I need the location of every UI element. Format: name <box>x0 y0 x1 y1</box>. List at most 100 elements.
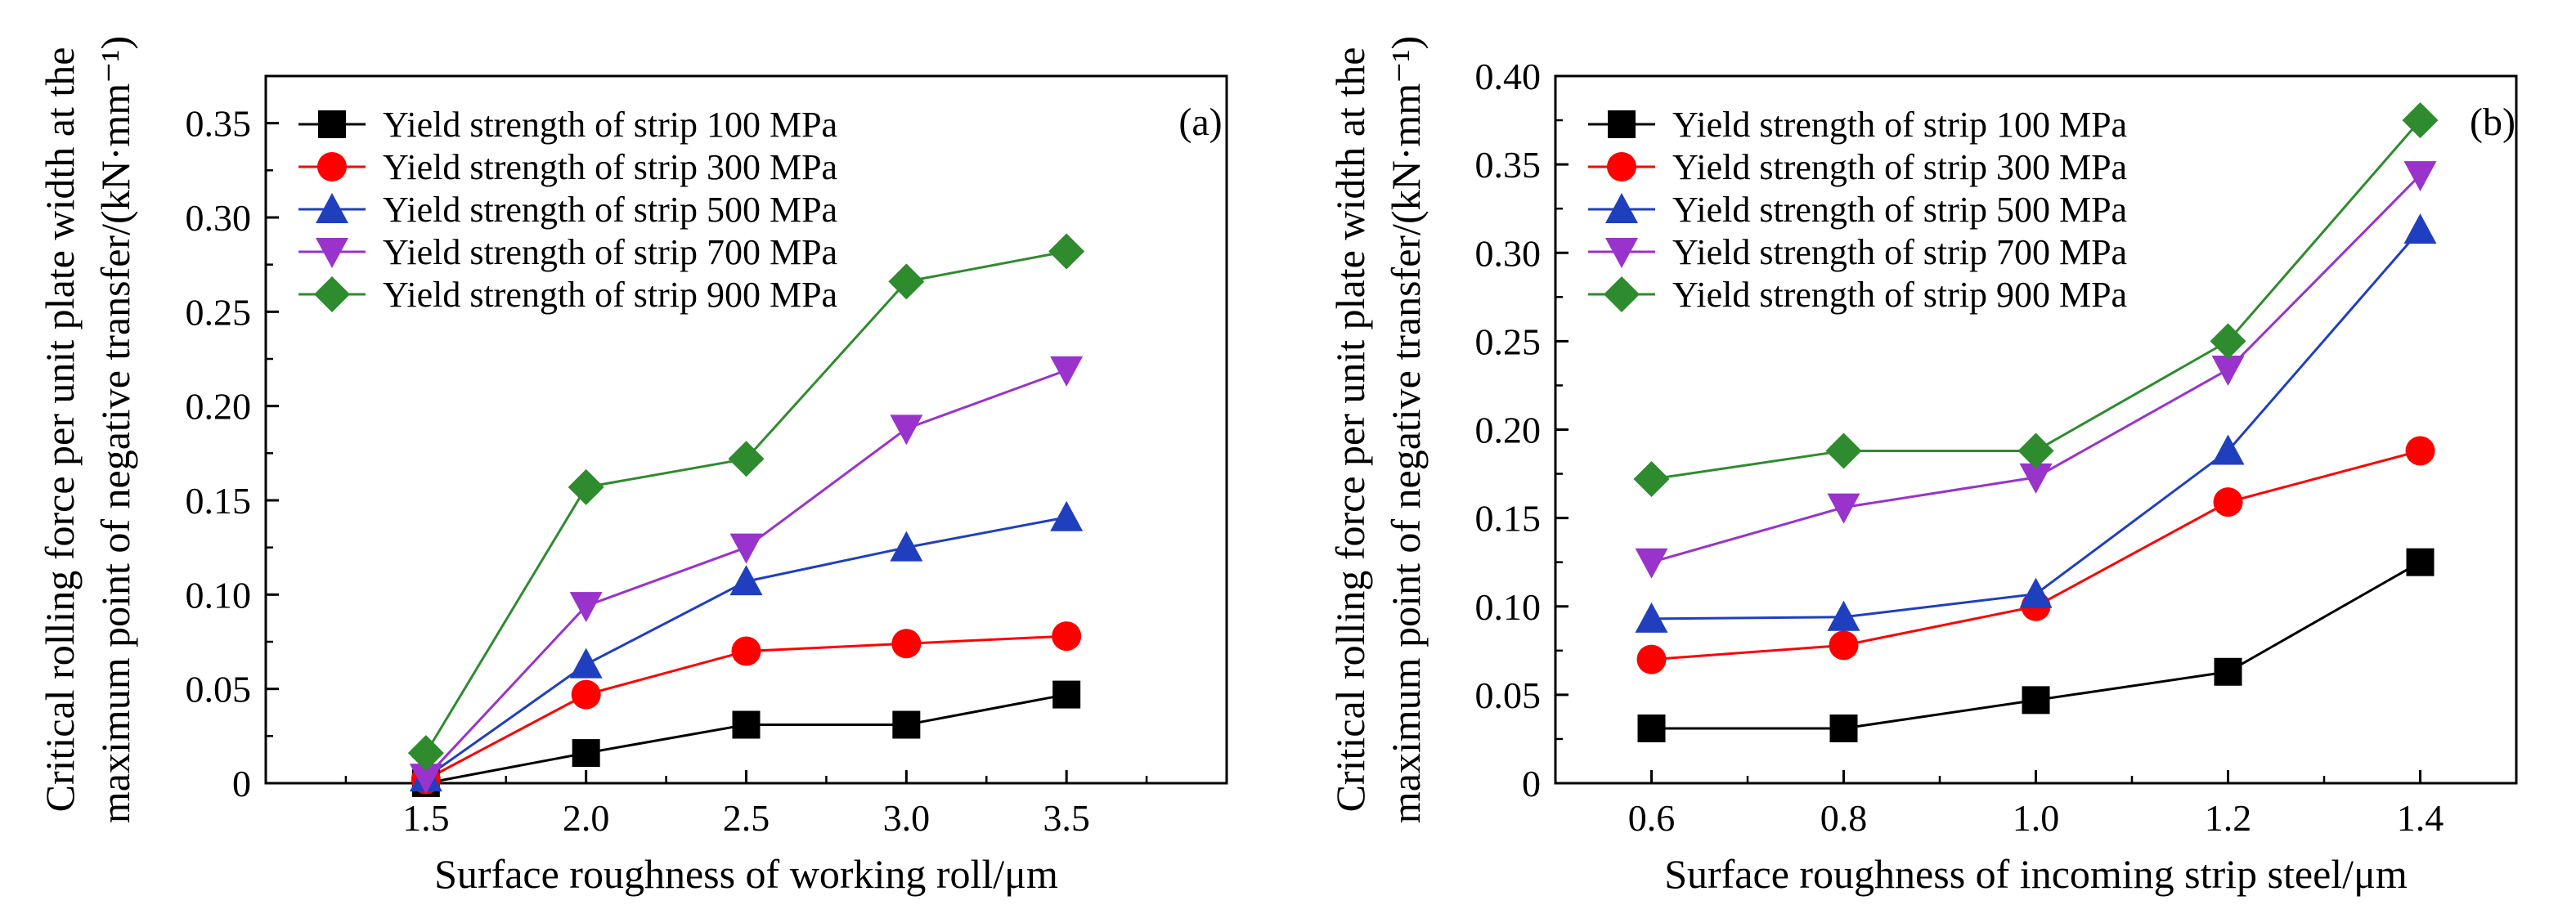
y-axis-title-line-1: Critical rolling force per unit plate wi… <box>1327 47 1373 813</box>
data-point-series-3 <box>569 647 603 679</box>
data-point-series-4 <box>890 414 923 446</box>
data-point-series-4 <box>1827 493 1860 524</box>
legend-marker <box>317 152 347 181</box>
data-point-series-4 <box>2019 463 2053 494</box>
data-point-series-3 <box>1050 500 1084 531</box>
data-point-series-3 <box>2019 577 2053 608</box>
legend-label: Yield strength of strip 100 MPa <box>383 105 837 145</box>
legend-label: Yield strength of strip 300 MPa <box>383 147 837 187</box>
legend-marker <box>316 238 348 268</box>
data-point-series-1 <box>572 739 600 768</box>
data-point-series-5 <box>1633 461 1670 498</box>
legend-label: Yield strength of strip 500 MPa <box>1672 190 2127 230</box>
legend-marker <box>1605 193 1638 223</box>
data-point-series-5 <box>2210 323 2246 360</box>
x-tick-label: 1.2 <box>2205 797 2252 839</box>
data-point-series-2 <box>891 629 922 659</box>
chart-panel-a: 1.5 2.0 2.5 3.0 3.5 0 0.05 0.10 0.15 0.20 0.25 0.30… <box>37 36 1228 897</box>
x-tick-label: 2.5 <box>723 797 770 839</box>
y-tick-label: 0.30 <box>186 197 252 239</box>
y-tick-label: 0.25 <box>186 291 252 333</box>
data-point-series-2 <box>1636 644 1667 674</box>
data-point-series-3 <box>1827 600 1860 631</box>
data-point-series-2 <box>2405 436 2435 466</box>
data-point-series-5 <box>1825 432 1862 469</box>
data-point-series-2 <box>1052 621 1082 652</box>
data-point-series-4 <box>569 592 603 623</box>
data-point-series-3 <box>729 565 763 596</box>
data-point-series-5 <box>888 263 925 300</box>
y-tick-label: 0.15 <box>186 480 252 522</box>
data-point-series-2 <box>731 636 761 666</box>
legend-label: Yield strength of strip 100 MPa <box>1672 105 2127 145</box>
data-point-series-5 <box>2402 102 2439 139</box>
data-point-series-1 <box>1637 714 1666 742</box>
series-line-1 <box>425 693 1067 785</box>
data-point-series-2 <box>571 679 601 710</box>
panel-label: (a) <box>1178 101 1222 144</box>
data-point-series-4 <box>2403 161 2437 192</box>
x-tick-label: 1.0 <box>2013 797 2060 839</box>
y-axis-title-line-1: Critical rolling force per unit plate wi… <box>37 47 83 813</box>
data-point-series-1 <box>1052 680 1081 709</box>
data-point-series-2 <box>2213 487 2243 517</box>
data-point-series-4 <box>2211 355 2245 386</box>
y-tick-label: 0 <box>1522 763 1541 804</box>
data-point-series-3 <box>2211 434 2245 465</box>
y-tick-label: 0.15 <box>1475 498 1542 540</box>
x-axis-title: Surface roughness of working roll/μm <box>434 851 1058 897</box>
legend-label: Yield strength of strip 300 MPa <box>1672 147 2127 187</box>
x-tick-label: 3.0 <box>883 797 931 839</box>
y-tick-label: 0.20 <box>1475 410 1542 451</box>
legend-marker <box>1607 152 1636 181</box>
y-tick-label: 0.10 <box>186 574 252 616</box>
data-point-series-1 <box>1829 714 1858 742</box>
x-tick-label: 0.8 <box>1820 797 1868 839</box>
legend-marker <box>318 110 346 138</box>
legend-marker <box>1605 238 1638 268</box>
data-point-series-4 <box>1050 356 1084 387</box>
data-point-series-5 <box>728 441 765 477</box>
data-point-series-4 <box>409 764 442 795</box>
legend-label: Yield strength of strip 900 MPa <box>383 275 837 315</box>
data-point-series-1 <box>2406 548 2435 576</box>
legend-label: Yield strength of strip 900 MPa <box>1672 275 2127 315</box>
y-tick-label: 0.25 <box>1475 320 1542 362</box>
panel-label: (b) <box>2470 101 2515 144</box>
data-point-series-1 <box>892 710 921 739</box>
y-tick-label: 0.35 <box>186 103 252 145</box>
y-tick-label: 0.20 <box>186 386 252 428</box>
data-point-series-2 <box>1829 630 1859 661</box>
data-point-series-5 <box>568 468 604 505</box>
y-tick-label: 0.10 <box>1475 586 1542 628</box>
legend-marker <box>314 276 350 312</box>
legend-marker <box>1608 110 1636 138</box>
x-tick-label: 0.6 <box>1628 797 1676 839</box>
y-tick-label: 0.35 <box>1475 144 1542 186</box>
series-line-5 <box>424 250 1067 754</box>
legend-marker <box>1604 276 1640 312</box>
y-tick-label: 0.40 <box>1475 56 1542 97</box>
data-point-series-1 <box>2022 686 2050 715</box>
legend-label: Yield strength of strip 700 MPa <box>1672 232 2127 272</box>
y-tick-label: 0.05 <box>186 669 252 710</box>
data-point-series-5 <box>1048 233 1085 270</box>
x-axis-title: Surface roughness of incoming strip stee… <box>1664 851 2408 897</box>
legend-marker <box>316 193 348 223</box>
data-point-series-4 <box>1635 548 1668 579</box>
y-axis-title-line-2: maximum point of negative transfer/(kN·m… <box>1383 36 1429 823</box>
data-point-series-3 <box>1635 602 1668 633</box>
data-point-series-1 <box>2214 657 2242 686</box>
x-tick-label: 2.0 <box>563 797 610 839</box>
data-point-series-3 <box>890 531 923 562</box>
y-axis-title-line-2: maximum point of negative transfer/(kN·m… <box>92 36 138 823</box>
data-point-series-1 <box>732 710 761 739</box>
legend-label: Yield strength of strip 700 MPa <box>383 232 837 272</box>
x-tick-label: 1.4 <box>2397 797 2444 839</box>
data-point-series-5 <box>2017 432 2054 469</box>
y-tick-label: 0.30 <box>1475 232 1542 274</box>
chart-panel-b: 0.6 0.8 1.0 1.2 1.4 0 0.05 0.10 0.15 0.20 0.25 0.30… <box>1327 36 2518 897</box>
legend-label: Yield strength of strip 500 MPa <box>383 190 837 230</box>
x-tick-label: 3.5 <box>1043 797 1090 839</box>
